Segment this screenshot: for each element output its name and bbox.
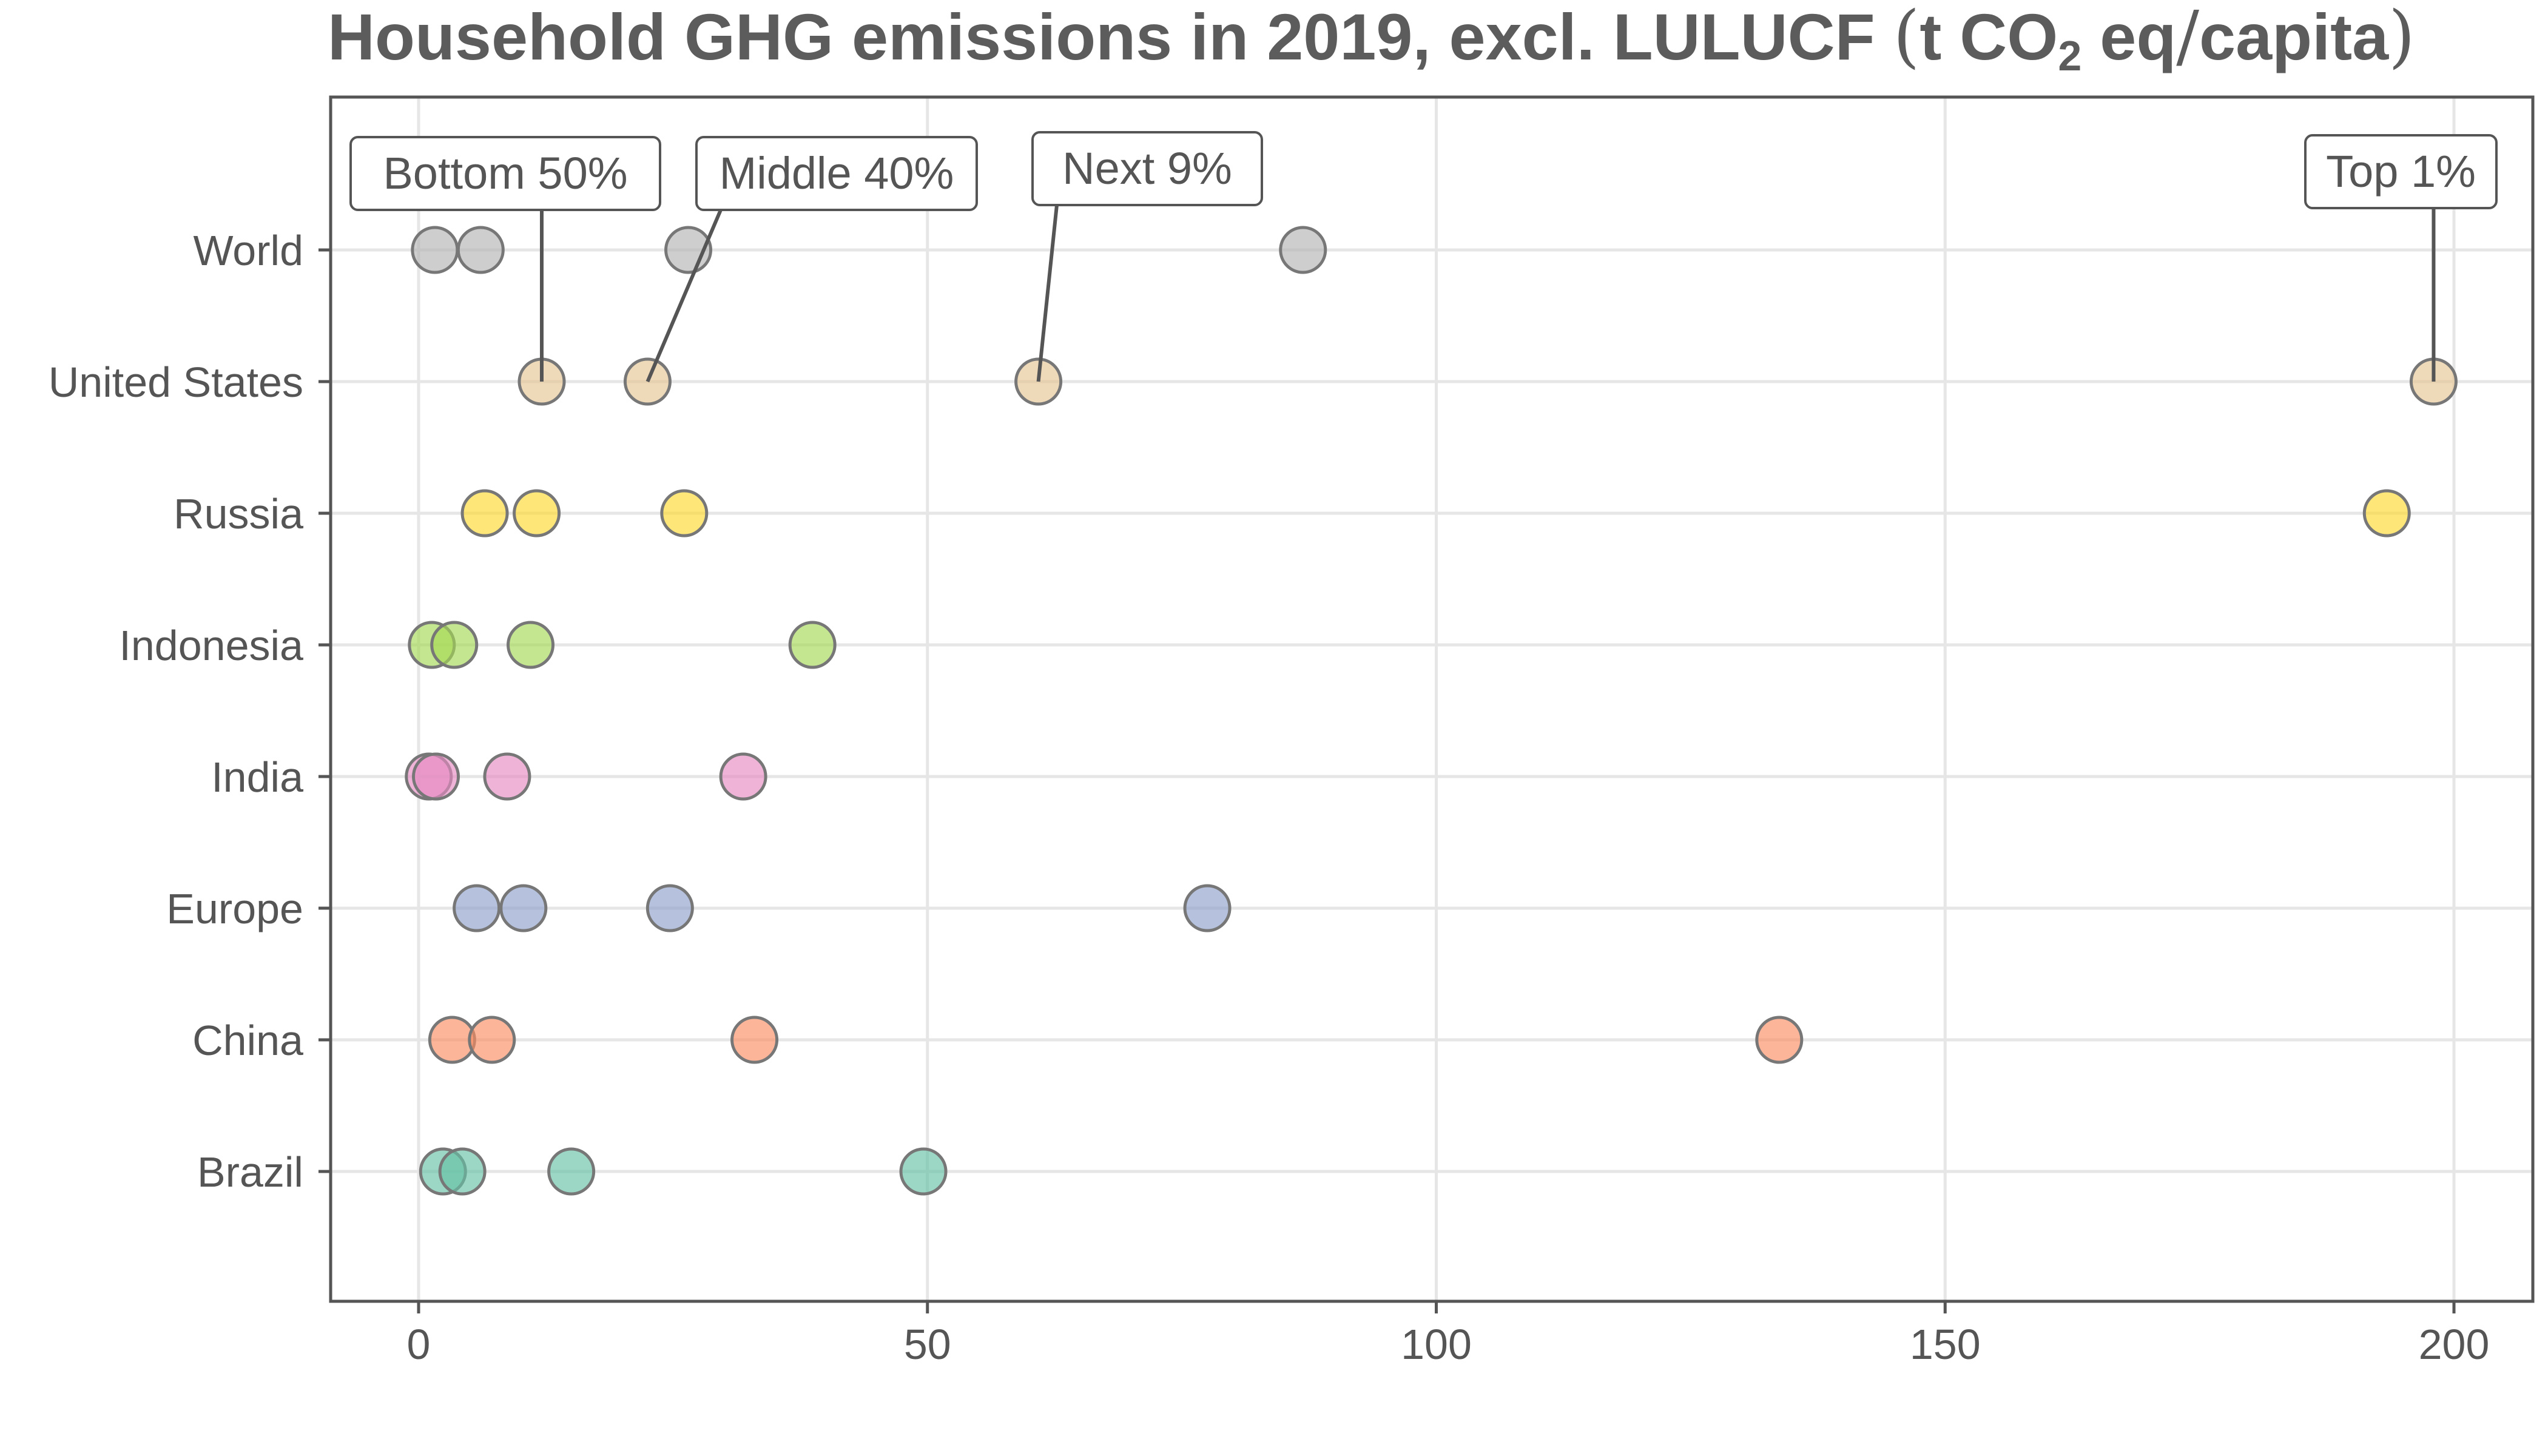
annotation-label-box	[2304, 134, 2498, 209]
data-point	[460, 489, 509, 538]
data-point	[547, 1147, 596, 1196]
title-unit-subscript: 2	[2058, 32, 2082, 79]
title-close-paren: )	[2388, 0, 2415, 76]
data-point	[438, 1147, 487, 1196]
annotation-label: Top 1%	[2326, 146, 2476, 197]
y-tick-label: India	[211, 753, 303, 801]
data-point	[483, 752, 531, 801]
x-tick-label: 0	[407, 1321, 431, 1368]
data-point	[456, 226, 505, 274]
data-point	[428, 1016, 476, 1064]
data-point	[730, 1016, 779, 1064]
annotation-leader-line	[645, 209, 723, 383]
y-tick-label: Brazil	[197, 1148, 303, 1196]
chart-title: Household GHG emissions in 2019, excl. L…	[328, 0, 2415, 79]
data-point	[513, 489, 561, 538]
annotation-label-box	[695, 136, 978, 211]
x-tick-label: 200	[2419, 1321, 2490, 1368]
annotation-label: Middle 40%	[720, 148, 954, 198]
data-point	[499, 884, 548, 932]
y-tick-label: World	[193, 227, 303, 274]
plot-panel-border	[329, 95, 2535, 1303]
annotation-leader-line	[1036, 204, 1059, 382]
data-point	[411, 226, 459, 274]
title-main: Household GHG emissions in 2019, excl. L…	[328, 0, 1875, 73]
annotation-label-box	[1031, 131, 1263, 206]
title-unit-capita: capita	[2199, 0, 2389, 73]
data-point	[1755, 1016, 1804, 1064]
group-annotations: Bottom 50% Middle 40% Next 9% Top 1%	[349, 131, 2498, 383]
data-point	[788, 621, 837, 669]
data-point	[1279, 226, 1327, 274]
y-tick-label: Europe	[166, 885, 303, 932]
data-point	[412, 752, 460, 801]
title-unit-co: t CO	[1919, 0, 2058, 73]
y-tick-label: United States	[49, 359, 303, 406]
x-tick-label: 100	[1401, 1321, 1472, 1368]
x-tick-label: 150	[1910, 1321, 1981, 1368]
data-point	[2362, 489, 2411, 538]
y-tick-label: Russia	[174, 490, 303, 538]
title-unit-eq: eq	[2081, 0, 2177, 73]
data-point	[468, 1016, 516, 1064]
data-point	[660, 489, 709, 538]
data-point	[430, 621, 479, 669]
annotation-label: Bottom 50%	[383, 148, 627, 198]
data-point	[899, 1147, 948, 1196]
y-tick-label: China	[192, 1017, 303, 1064]
gridlines	[331, 97, 2533, 1301]
x-axis: 0 50 100 150 200	[407, 1301, 2490, 1368]
data-point	[1183, 884, 1232, 932]
annotation-label: Next 9%	[1062, 143, 1232, 194]
annotation-label-box	[349, 136, 661, 211]
y-tick-label: Indonesia	[119, 622, 303, 669]
data-points	[405, 226, 2458, 1196]
data-point	[507, 621, 555, 669]
y-axis: World United States Russia Indonesia India Eu…	[49, 227, 331, 1196]
data-point	[645, 884, 694, 932]
x-tick-label: 50	[904, 1321, 951, 1368]
title-open-paren: (	[1893, 0, 1920, 76]
data-point	[453, 884, 501, 932]
data-point	[719, 752, 767, 801]
title-slash: /	[2176, 0, 2200, 76]
